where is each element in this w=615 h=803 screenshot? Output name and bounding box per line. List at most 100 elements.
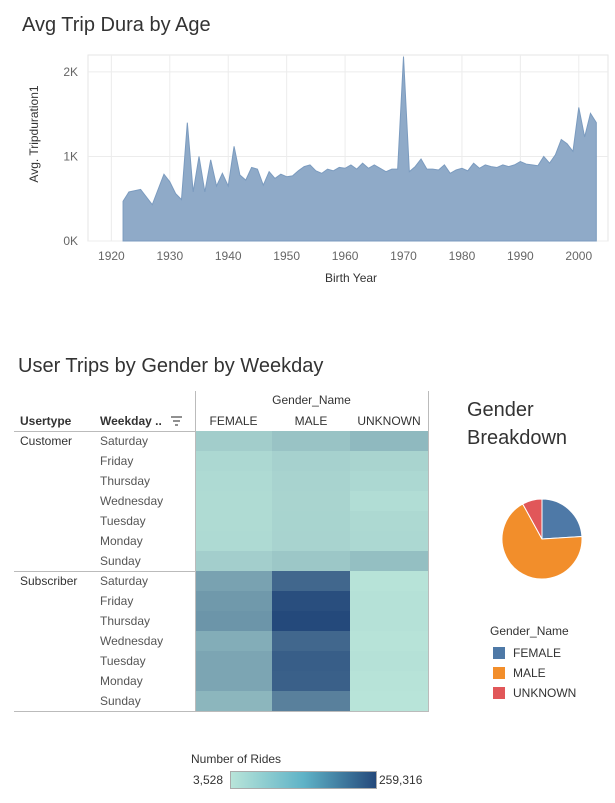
heat-cell[interactable] bbox=[195, 451, 272, 471]
weekday-label: Thursday bbox=[100, 474, 151, 488]
heat-cell[interactable] bbox=[350, 671, 428, 691]
x-tick-label: 1970 bbox=[390, 249, 417, 263]
x-tick-label: 1920 bbox=[98, 249, 125, 263]
heat-cell[interactable] bbox=[350, 591, 428, 611]
weekday-label: Monday bbox=[100, 534, 143, 548]
heat-cell[interactable] bbox=[350, 431, 428, 451]
heat-cell[interactable] bbox=[195, 551, 272, 571]
weekday-label: Saturday bbox=[100, 434, 149, 448]
heat-cell[interactable] bbox=[195, 491, 272, 511]
heat-cell[interactable] bbox=[350, 491, 428, 511]
heat-legend-gradient bbox=[230, 771, 377, 789]
usertype-label: Customer bbox=[20, 434, 73, 448]
x-tick-label: 1940 bbox=[215, 249, 242, 263]
weekday-label: Thursday bbox=[100, 614, 151, 628]
heat-cell[interactable] bbox=[272, 691, 350, 711]
x-tick-label: 1980 bbox=[449, 249, 476, 263]
y-tick-label: 0K bbox=[63, 234, 78, 248]
heatmap-body: Customer Saturday Friday Thursday Wednesday T… bbox=[14, 391, 429, 712]
x-tick-label: 1950 bbox=[273, 249, 300, 263]
heat-cell[interactable] bbox=[195, 431, 272, 451]
heat-cell[interactable] bbox=[195, 511, 272, 531]
col-header-male: MALE bbox=[294, 414, 328, 428]
usertype-header: Usertype bbox=[20, 414, 72, 428]
pie-legend-item[interactable]: UNKNOWN bbox=[493, 683, 576, 703]
weekday-label: Wednesday bbox=[100, 634, 164, 648]
heat-cell[interactable] bbox=[350, 571, 428, 591]
heat-cell[interactable] bbox=[272, 531, 350, 551]
weekday-label: Tuesday bbox=[100, 514, 146, 528]
heat-cell[interactable] bbox=[272, 431, 350, 451]
legend-swatch bbox=[493, 647, 505, 659]
heat-cell[interactable] bbox=[195, 471, 272, 491]
heatmap-title: User Trips by Gender by Weekday bbox=[18, 355, 324, 377]
weekday-label: Sunday bbox=[100, 554, 141, 568]
x-tick-label: 1990 bbox=[507, 249, 534, 263]
heat-cell[interactable] bbox=[350, 551, 428, 571]
heat-cell[interactable] bbox=[195, 591, 272, 611]
heat-cell[interactable] bbox=[272, 491, 350, 511]
heat-cell[interactable] bbox=[195, 631, 272, 651]
heat-cell[interactable] bbox=[350, 691, 428, 711]
heat-legend-max: 259,316 bbox=[379, 773, 423, 787]
heat-cell[interactable] bbox=[272, 611, 350, 631]
heat-cell[interactable] bbox=[272, 651, 350, 671]
heat-cell[interactable] bbox=[272, 591, 350, 611]
heat-cell[interactable] bbox=[195, 671, 272, 691]
heat-cell[interactable] bbox=[195, 531, 272, 551]
legend-label: FEMALE bbox=[513, 646, 562, 660]
col-header-unknown: UNKNOWN bbox=[357, 414, 421, 428]
heat-cell[interactable] bbox=[272, 451, 350, 471]
area-chart-title: Avg Trip Dura by Age bbox=[22, 14, 211, 36]
weekday-label: Wednesday bbox=[100, 494, 164, 508]
pie-slice-male bbox=[501, 503, 583, 580]
weekday-label: Sunday bbox=[100, 694, 141, 708]
heat-cell[interactable] bbox=[195, 651, 272, 671]
heat-cell[interactable] bbox=[350, 631, 428, 651]
pie-title: Gender Breakdown bbox=[467, 399, 568, 449]
heat-cell[interactable] bbox=[350, 611, 428, 631]
area-chart: 1920 1930 1940 1950 1960 1970 1980 1990 2000 0K 1K… bbox=[63, 54, 609, 263]
usertype-label: Subscriber bbox=[20, 574, 78, 588]
area-series bbox=[122, 56, 597, 242]
pie-legend: FEMALE MALE UNKNOWN bbox=[493, 643, 576, 703]
heat-cell[interactable] bbox=[350, 651, 428, 671]
weekday-label: Saturday bbox=[100, 574, 149, 588]
heat-cell[interactable] bbox=[350, 531, 428, 551]
heat-cell[interactable] bbox=[272, 631, 350, 651]
weekday-label: Friday bbox=[100, 594, 134, 608]
heat-cell[interactable] bbox=[350, 511, 428, 531]
heat-cell[interactable] bbox=[350, 471, 428, 491]
weekday-label: Monday bbox=[100, 674, 143, 688]
weekday-header: Weekday .. bbox=[100, 414, 183, 429]
col-header-female: FEMALE bbox=[209, 414, 258, 428]
weekday-label: Friday bbox=[100, 454, 134, 468]
heat-cell[interactable] bbox=[272, 551, 350, 571]
heat-legend-min: 3,528 bbox=[193, 773, 224, 787]
heat-cell[interactable] bbox=[195, 611, 272, 631]
heat-cell[interactable] bbox=[272, 511, 350, 531]
pie-slice-unknown bbox=[522, 498, 543, 540]
legend-label: UNKNOWN bbox=[513, 686, 577, 700]
pie-legend-title: Gender_Name bbox=[490, 624, 569, 638]
heat-cell[interactable] bbox=[272, 471, 350, 491]
legend-label: MALE bbox=[513, 666, 546, 680]
table-divider bbox=[428, 391, 429, 711]
pie-slice-female bbox=[541, 498, 583, 540]
legend-swatch bbox=[493, 667, 505, 679]
heat-cell[interactable] bbox=[195, 571, 272, 591]
y-tick-label: 2K bbox=[63, 65, 78, 79]
weekday-label: Tuesday bbox=[100, 654, 146, 668]
heat-cell[interactable] bbox=[195, 691, 272, 711]
x-tick-label: 1960 bbox=[332, 249, 359, 263]
group-divider bbox=[14, 711, 429, 712]
pie-legend-item[interactable]: MALE bbox=[493, 663, 576, 683]
x-tick-label: 1930 bbox=[156, 249, 183, 263]
heat-cell[interactable] bbox=[350, 451, 428, 471]
table-divider bbox=[195, 391, 196, 711]
y-tick-label: 1K bbox=[63, 149, 78, 163]
heat-cell[interactable] bbox=[272, 671, 350, 691]
heat-cell[interactable] bbox=[272, 571, 350, 591]
pie-legend-item[interactable]: FEMALE bbox=[493, 643, 576, 663]
sort-icon[interactable] bbox=[171, 415, 183, 429]
